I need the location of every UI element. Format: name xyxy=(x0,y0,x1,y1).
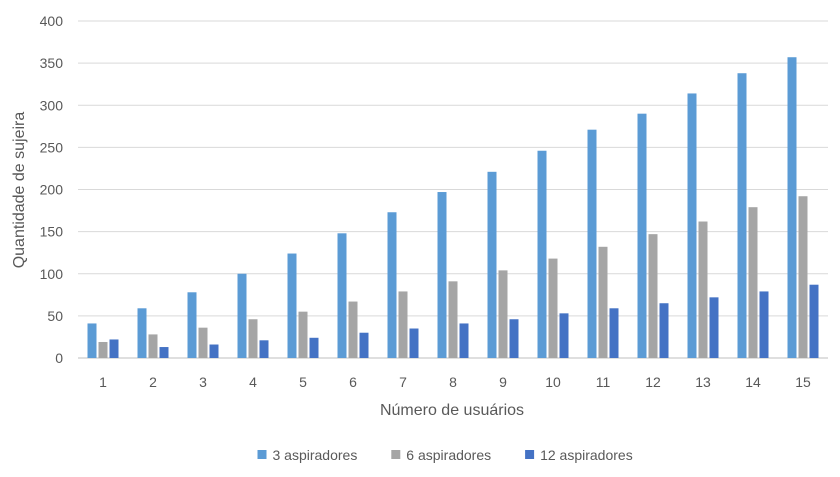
bar xyxy=(259,340,269,358)
bar xyxy=(137,308,147,358)
x-tick-label: 7 xyxy=(399,374,407,390)
x-tick-label: 8 xyxy=(449,374,457,390)
x-tick-label: 12 xyxy=(645,374,661,390)
bar xyxy=(659,303,669,358)
x-tick-label: 11 xyxy=(596,374,611,390)
bar xyxy=(387,212,397,358)
bar xyxy=(487,171,497,358)
y-tick-label: 100 xyxy=(40,266,64,282)
bar xyxy=(537,150,547,358)
bar xyxy=(687,93,697,358)
y-tick-label: 400 xyxy=(40,13,64,29)
legend-label: 6 aspiradores xyxy=(406,447,491,463)
bar xyxy=(609,308,619,358)
legend-label: 12 aspiradores xyxy=(540,447,633,463)
bar xyxy=(598,246,608,358)
y-axis-ticks: 0 50 100 150 200 250 300 350 400 xyxy=(40,13,64,366)
x-tick-label: 13 xyxy=(695,374,711,390)
bar xyxy=(187,292,197,358)
y-axis-title: Quantidade de sujeira xyxy=(11,112,28,269)
bar xyxy=(309,337,319,358)
bar xyxy=(148,334,158,358)
bar xyxy=(698,221,708,358)
bar xyxy=(287,253,297,358)
bar xyxy=(498,270,508,358)
bar xyxy=(248,319,258,358)
x-tick-label: 9 xyxy=(499,374,507,390)
x-axis-title: Número de usuários xyxy=(380,402,524,419)
x-tick-label: 1 xyxy=(99,374,107,390)
x-tick-label: 10 xyxy=(545,374,561,390)
bar xyxy=(359,332,369,358)
bar xyxy=(787,57,797,358)
bar xyxy=(637,113,647,358)
x-tick-label: 3 xyxy=(199,374,207,390)
legend-swatch xyxy=(525,450,535,459)
y-tick-label: 250 xyxy=(40,139,64,155)
legend: 3 aspiradores 6 aspiradores 12 aspiradores xyxy=(257,447,633,463)
y-tick-label: 150 xyxy=(40,224,64,240)
y-tick-label: 200 xyxy=(40,182,64,198)
bar xyxy=(98,341,108,358)
bar xyxy=(159,347,169,358)
bar xyxy=(398,291,408,358)
bar xyxy=(748,207,758,358)
gridlines xyxy=(78,20,828,359)
bar xyxy=(709,297,719,358)
bar xyxy=(409,328,419,358)
y-tick-label: 300 xyxy=(40,97,64,113)
y-tick-label: 50 xyxy=(47,308,63,324)
bars xyxy=(87,57,819,359)
x-tick-label: 2 xyxy=(149,374,157,390)
x-tick-label: 6 xyxy=(349,374,357,390)
bar xyxy=(209,344,219,358)
y-tick-label: 0 xyxy=(55,350,63,366)
x-tick-label: 15 xyxy=(795,374,811,390)
bar xyxy=(87,323,97,358)
bar xyxy=(509,319,519,358)
x-tick-label: 4 xyxy=(249,374,257,390)
bar xyxy=(448,281,458,358)
bar xyxy=(459,323,469,358)
bar xyxy=(737,73,747,359)
bar xyxy=(237,273,247,358)
bar xyxy=(109,339,119,358)
bar xyxy=(298,311,308,358)
bar xyxy=(809,284,819,358)
bar xyxy=(198,327,208,358)
bar xyxy=(348,301,358,358)
bar xyxy=(559,313,569,358)
legend-swatch xyxy=(257,450,267,459)
y-tick-label: 350 xyxy=(40,55,64,71)
bar xyxy=(587,129,597,358)
bar xyxy=(337,233,347,358)
bar xyxy=(548,258,558,358)
x-axis-ticks: 1 2 3 4 5 6 7 8 9 10 11 12 13 14 15 xyxy=(99,374,811,390)
x-tick-label: 14 xyxy=(745,374,761,390)
x-tick-label: 5 xyxy=(299,374,307,390)
legend-swatch xyxy=(391,450,401,459)
bar xyxy=(759,291,769,358)
bar xyxy=(437,192,447,358)
bar xyxy=(798,196,808,358)
legend-label: 3 aspiradores xyxy=(273,447,358,463)
bar xyxy=(648,234,658,358)
